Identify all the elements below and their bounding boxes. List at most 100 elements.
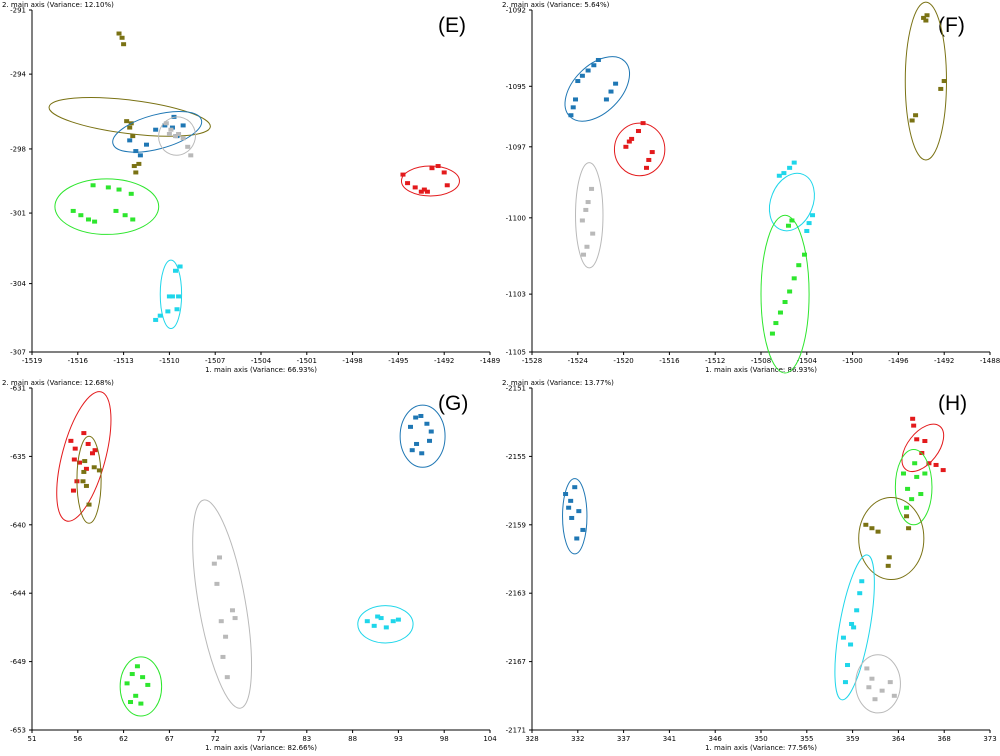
x-axis-title: 1. main axis (Variance: 66.93%) [205,366,317,374]
confidence-ellipse [158,116,196,156]
data-point [168,127,174,132]
y-tick-label: -2163 [506,590,526,598]
series-green [54,178,160,235]
y-tick-label: -2167 [506,658,526,666]
data-point [848,642,854,647]
data-point [914,474,920,479]
x-tick-label: 83 [302,735,311,743]
data-point [122,213,128,218]
data-point [922,439,928,444]
data-point [777,310,783,315]
data-point [938,86,944,91]
panel-label: (F) [938,14,965,37]
data-point [575,79,581,84]
data-point [782,300,788,305]
data-point [885,563,891,568]
data-point [840,635,846,640]
x-tick-label: 368 [938,735,951,743]
data-point [891,693,897,698]
data-point [849,621,855,626]
data-point [581,252,587,257]
x-tick-label: 359 [846,735,859,743]
data-point [644,165,649,170]
data-point [105,185,111,190]
confidence-ellipse [399,404,446,468]
data-point [68,438,74,443]
x-tick-label: 355 [800,735,813,743]
data-point [591,63,597,68]
scatter-plot-h: 328 332 337 341 346 350 355 359 364 368 373 -2151 -2… [502,379,997,752]
data-point [134,664,140,669]
data-point [169,294,175,299]
x-tick-label: 93 [394,735,403,743]
x-tick-label: -1524 [568,357,589,365]
data-point [137,153,143,158]
data-point [409,448,415,453]
data-point [909,497,915,502]
data-point [82,459,88,464]
series-gray [855,654,901,714]
x-tick-label: 88 [348,735,357,743]
data-point [776,173,782,178]
data-point [86,502,92,507]
x-tick-label: -1513 [113,357,133,365]
data-point [80,479,86,484]
y-tick-label: -2155 [506,453,526,461]
data-point [375,614,381,619]
data-point [781,171,787,176]
data-point [773,321,779,326]
x-axis-title: 1. main axis (Variance: 86.93%) [705,366,817,374]
data-point [223,634,229,639]
x-tick-label: -1508 [751,357,771,365]
data-point [144,142,149,147]
data-point [583,207,589,212]
data-point [941,79,947,84]
y-tick-label: -1100 [506,214,526,222]
data-point [933,462,939,467]
confidence-ellipse [855,654,901,714]
data-point [92,219,98,224]
data-point [407,424,413,429]
confidence-ellipse [357,605,414,644]
x-tick-label: 346 [709,735,723,743]
data-point [872,697,878,702]
y-tick-label: -635 [10,453,26,461]
panel-label: (E) [438,14,466,37]
data-point [904,505,910,510]
data-point [121,42,127,47]
x-tick-label: -1489 [480,357,500,365]
data-point [77,460,83,465]
data-point [130,134,136,139]
x-tick-label: 341 [663,735,676,743]
data-point [576,509,582,514]
series-gray [575,162,604,269]
data-point [904,514,910,519]
scatter-plot-f: -1528 -1524 -1520 -1516 -1512 -1508 -1504 -1500… [502,1,1000,374]
data-point [72,446,78,451]
data-point [85,441,91,446]
series-cyan [834,554,875,701]
data-point [81,431,87,436]
data-point [165,309,171,314]
data-point [635,129,641,134]
data-point [405,181,411,186]
y-tick-label: -2159 [506,521,526,529]
x-tick-label: -1510 [159,357,179,365]
confidence-ellipse [56,391,112,522]
panel-label: (H) [938,392,967,415]
x-tick-label: 364 [892,735,906,743]
chart-panel-g: 51 56 62 67 72 77 83 88 93 98 104 -631 -635 -640 -644 -… [0,378,500,756]
data-point [842,680,848,685]
data-point [869,526,875,531]
x-tick-label: 328 [525,735,538,743]
data-point [92,448,98,453]
data-point [589,186,595,191]
data-point [802,252,808,257]
x-tick-label: -1528 [522,357,542,365]
y-tick-label: -298 [10,145,26,153]
data-point [220,654,226,659]
data-point [133,170,139,175]
data-point [806,221,812,226]
confidence-ellipse [760,214,810,374]
data-point [924,13,930,18]
